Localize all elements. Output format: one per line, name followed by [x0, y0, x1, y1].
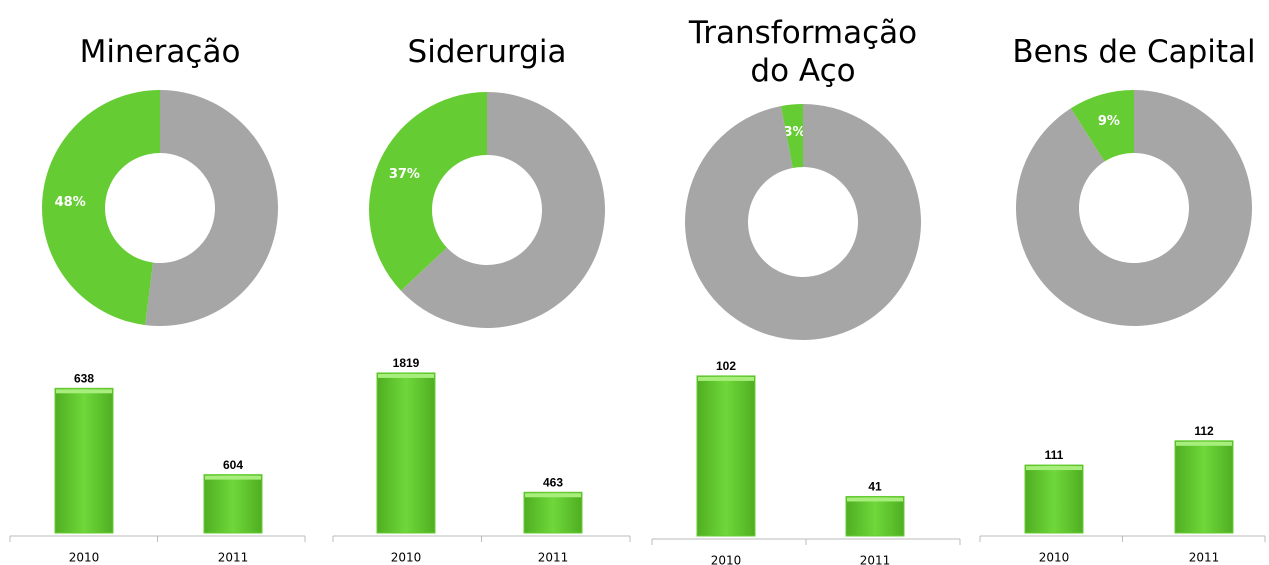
bar-value-label: 1819	[393, 356, 420, 370]
x-tick-label: 2011	[860, 554, 891, 565]
pie-slice	[685, 104, 921, 340]
pie-slice	[780, 104, 803, 168]
bar	[203, 474, 263, 534]
bar-highlight	[378, 373, 434, 378]
bar-value-label: 102	[716, 359, 736, 373]
pie-label: 3%	[783, 125, 805, 140]
pie-label: 9%	[1098, 114, 1120, 129]
x-tick-label: 2010	[711, 554, 742, 565]
panel-title: Bens de Capital	[1012, 34, 1256, 70]
pie-slice	[145, 90, 278, 326]
bar	[54, 387, 114, 534]
bar-value-label: 112	[1194, 424, 1214, 438]
bar	[523, 491, 583, 534]
bar-highlight	[698, 376, 754, 381]
x-tick-label: 2010	[69, 551, 100, 565]
panel-title: Mineração	[79, 34, 241, 70]
bar-highlight	[1176, 441, 1232, 446]
pie-slice	[369, 91, 487, 291]
bar-highlight	[1026, 466, 1082, 471]
x-tick-label: 2010	[1039, 551, 1070, 565]
x-tick-label: 2011	[1189, 551, 1220, 565]
bar-highlight	[847, 497, 903, 502]
bar-value-label: 463	[543, 475, 563, 489]
bar-highlight	[205, 475, 261, 480]
x-tick-label: 2011	[218, 551, 249, 565]
panel-title: Siderurgia	[407, 34, 567, 70]
pie-label: 37%	[389, 167, 420, 182]
bar	[376, 372, 436, 534]
x-tick-label: 2010	[391, 551, 422, 565]
panel-title: Transformação do Aço	[688, 15, 918, 89]
bar-highlight	[56, 389, 112, 394]
bar-value-label: 604	[223, 458, 243, 472]
pie-slice	[1070, 90, 1134, 162]
bar-value-label: 111	[1045, 448, 1064, 462]
x-tick-label: 2011	[538, 551, 569, 565]
bar	[845, 495, 905, 537]
pie-slice	[400, 92, 605, 328]
bar-value-label: 638	[74, 371, 94, 385]
pie-slice	[41, 89, 161, 326]
bar	[1174, 440, 1234, 534]
pie-slice	[1016, 90, 1253, 327]
bar-highlight	[525, 493, 581, 498]
pie-label: 48%	[55, 195, 86, 210]
bar	[696, 375, 756, 537]
bar-value-label: 41	[868, 480, 882, 494]
bar	[1024, 464, 1084, 534]
